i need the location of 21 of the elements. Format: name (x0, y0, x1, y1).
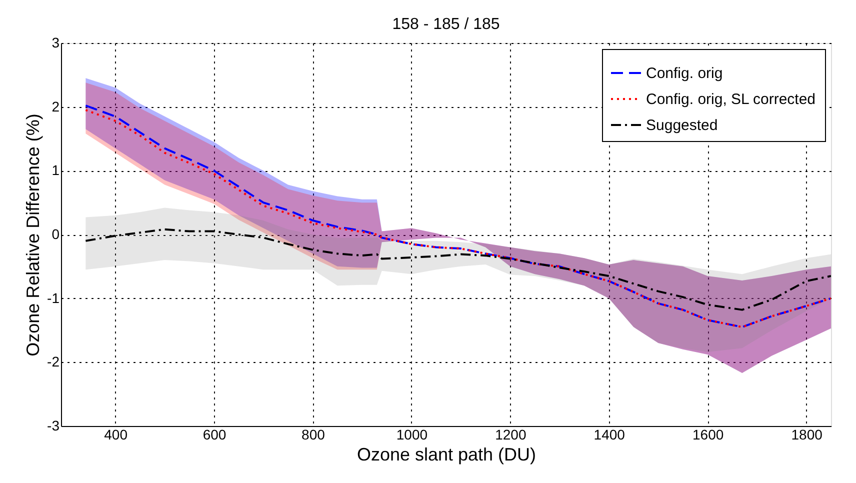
x-tick-label: 1600 (692, 426, 724, 442)
x-axis-title: Ozone slant path (DU) (356, 444, 536, 464)
y-tick-label: 3 (52, 34, 60, 50)
x-tick-label: 800 (302, 426, 326, 442)
legend-label: Config. orig, SL corrected (646, 91, 816, 108)
legend-label: Suggested (646, 117, 718, 134)
y-tick-label: 2 (52, 98, 60, 114)
y-tick-label: -2 (47, 354, 60, 370)
x-tick-label: 1200 (495, 426, 526, 442)
y-tick-label: -3 (47, 418, 60, 434)
y-tick-label: 0 (52, 226, 60, 242)
y-tick-label: -1 (47, 290, 60, 306)
x-tick-label: 600 (202, 426, 226, 442)
chart-title: 158 - 185 / 185 (392, 16, 500, 33)
x-tick-label: 400 (104, 426, 128, 442)
legend-label: Config. orig (646, 65, 723, 82)
x-tick-label: 1800 (791, 426, 823, 442)
x-tick-label: 1000 (396, 426, 428, 442)
x-tick-label: 1400 (594, 426, 626, 442)
y-axis-title: Ozone Relative Difference (%) (23, 114, 44, 356)
y-tick-label: 1 (52, 162, 60, 178)
